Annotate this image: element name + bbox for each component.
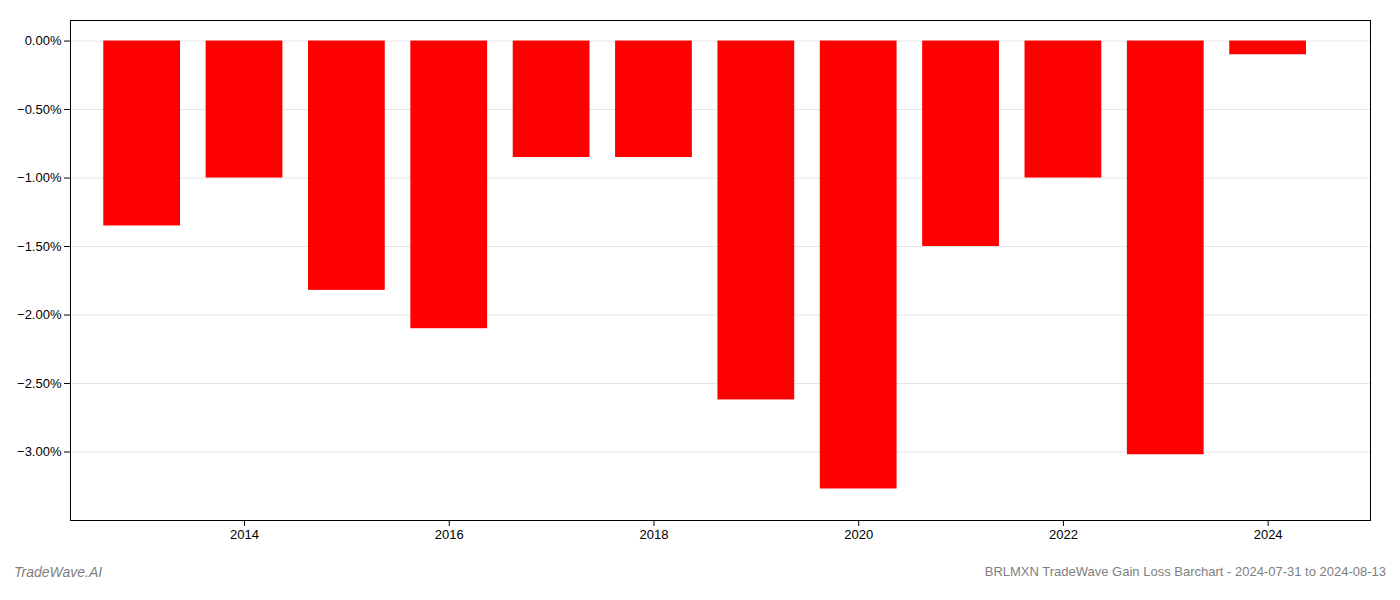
html-text:BRLMXN TradeWave Gain Loss Bar: BRLMXN TradeWave Gain Loss Barchart - 20… [984,564,1386,579]
svg-text:−3.00%: −3.00% [17,444,62,459]
svg-text:−1.50%: −1.50% [17,239,62,254]
html-text:TradeWave.AI: TradeWave.AI [14,564,103,580]
svg-text:−2.50%: −2.50% [17,376,62,391]
svg-text:−1.00%: −1.00% [17,170,62,185]
svg-text:2020: 2020 [844,527,873,542]
svg-text:2024: 2024 [1254,527,1283,542]
svg-text:2014: 2014 [230,527,259,542]
svg-text:−2.00%: −2.00% [17,307,62,322]
svg-text:2022: 2022 [1049,527,1078,542]
svg-text:0.00%: 0.00% [25,33,62,48]
svg-text:2016: 2016 [435,527,464,542]
svg-text:2018: 2018 [640,527,669,542]
svg-text:−0.50%: −0.50% [17,102,62,117]
